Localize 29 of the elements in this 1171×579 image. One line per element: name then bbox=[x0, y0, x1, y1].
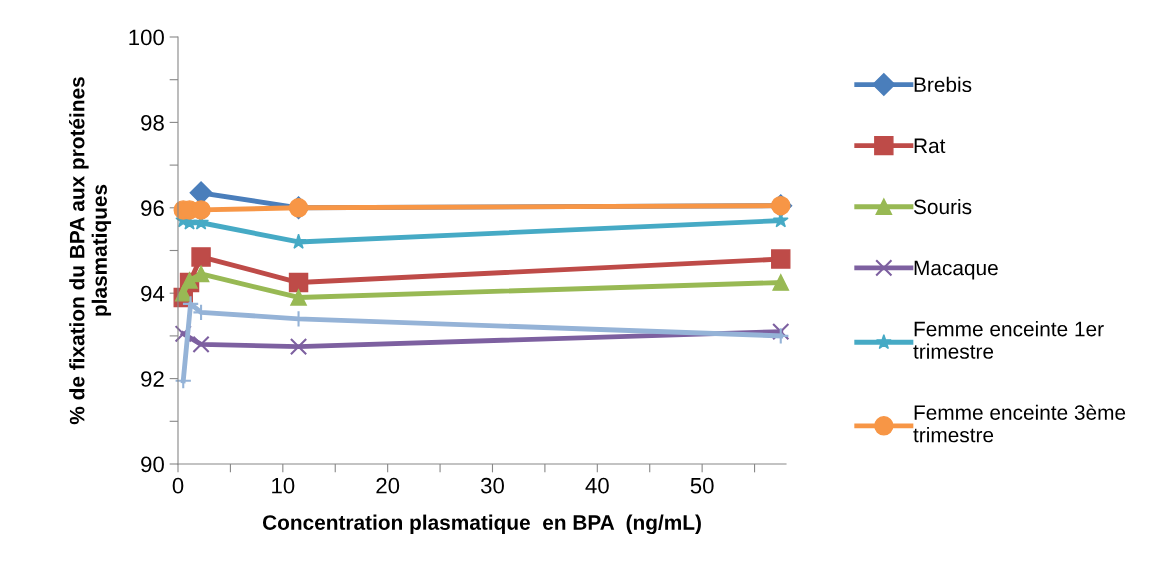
point bbox=[772, 274, 790, 291]
legend-label: Femme enceinte 3ème trimestre bbox=[913, 404, 1126, 443]
x-tick-label: 40 bbox=[585, 477, 609, 494]
x-tick-label: 0 bbox=[172, 477, 184, 494]
point bbox=[192, 265, 210, 283]
x-tick-label: 20 bbox=[376, 477, 400, 494]
legend-label: Macaque bbox=[914, 260, 998, 280]
point bbox=[192, 335, 210, 354]
y-tick-label: 98 bbox=[141, 114, 164, 131]
legend-label: Femme enceinte 1er trimestre bbox=[913, 321, 1104, 359]
y-tick-label: 96 bbox=[141, 200, 164, 217]
legend-label: Souris bbox=[913, 198, 972, 215]
y-tick-label: 94 bbox=[141, 285, 165, 302]
point bbox=[290, 289, 307, 306]
x-tick-label: 50 bbox=[690, 477, 714, 494]
x-tick-label: 30 bbox=[480, 477, 504, 494]
point bbox=[772, 322, 790, 341]
point bbox=[191, 247, 211, 267]
point bbox=[771, 249, 791, 269]
point bbox=[288, 272, 309, 293]
y-tick-label: 92 bbox=[141, 371, 164, 387]
y-tick-label: 100 bbox=[129, 29, 164, 46]
legend-label: Rat bbox=[914, 138, 946, 154]
x-tick-label: 10 bbox=[272, 477, 295, 494]
point bbox=[289, 337, 308, 356]
y-axis-title: % de fixation du BPA aux protéines plasmatiques bbox=[69, 77, 112, 425]
y-tick-label: 90 bbox=[141, 456, 164, 473]
legend-label: Brebis bbox=[914, 76, 972, 93]
x-axis-title: Concentration plasmatique en BPA (ng/mL) bbox=[262, 514, 701, 535]
